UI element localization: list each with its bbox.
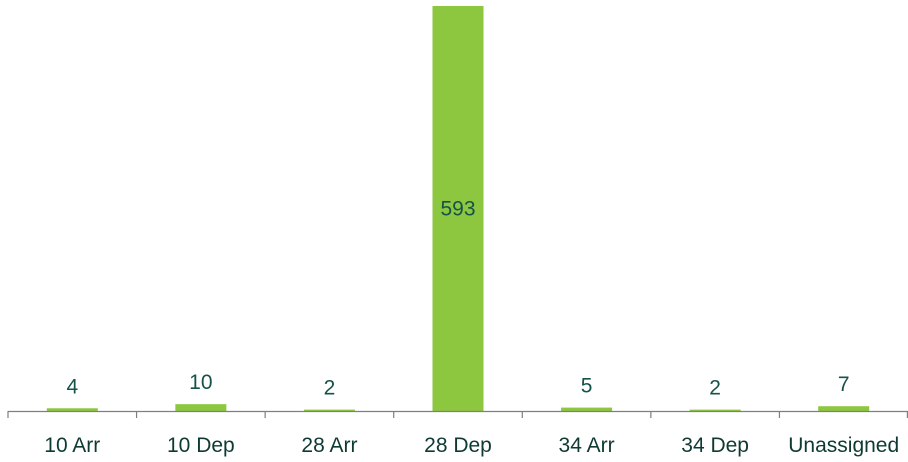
category-label-10-dep: 10 Dep — [167, 434, 235, 457]
bar-28-dep — [432, 6, 484, 411]
category-label-28-dep: 28 Dep — [424, 434, 492, 457]
data-label-34-dep: 2 — [709, 377, 721, 400]
data-label-28-dep: 593 — [440, 198, 475, 221]
data-label-unassigned: 7 — [838, 373, 850, 396]
category-label-28-arr: 28 Arr — [301, 434, 357, 457]
category-label-10-arr: 10 Arr — [44, 434, 100, 457]
data-label-10-dep: 10 — [189, 371, 212, 394]
data-label-10-arr: 4 — [66, 375, 78, 398]
labels-group: 4 10 Arr 10 10 Dep 2 28 Arr 593 28 Dep 5 34 Arr 2 3… — [44, 198, 899, 458]
bar-34-dep — [689, 409, 741, 411]
bar-unassigned — [818, 406, 870, 411]
category-label-34-dep: 34 Dep — [681, 434, 749, 457]
bar-10-arr — [46, 408, 98, 411]
x-axis — [7, 410, 908, 418]
category-label-34-arr: 34 Arr — [559, 434, 615, 457]
data-label-34-arr: 5 — [581, 375, 593, 398]
bar-10-dep — [175, 404, 227, 411]
bar-34-arr — [561, 407, 613, 411]
bar-28-arr — [303, 409, 355, 411]
bars-group — [46, 6, 870, 411]
category-label-unassigned: Unassigned — [788, 434, 899, 457]
data-label-28-arr: 2 — [324, 377, 336, 400]
